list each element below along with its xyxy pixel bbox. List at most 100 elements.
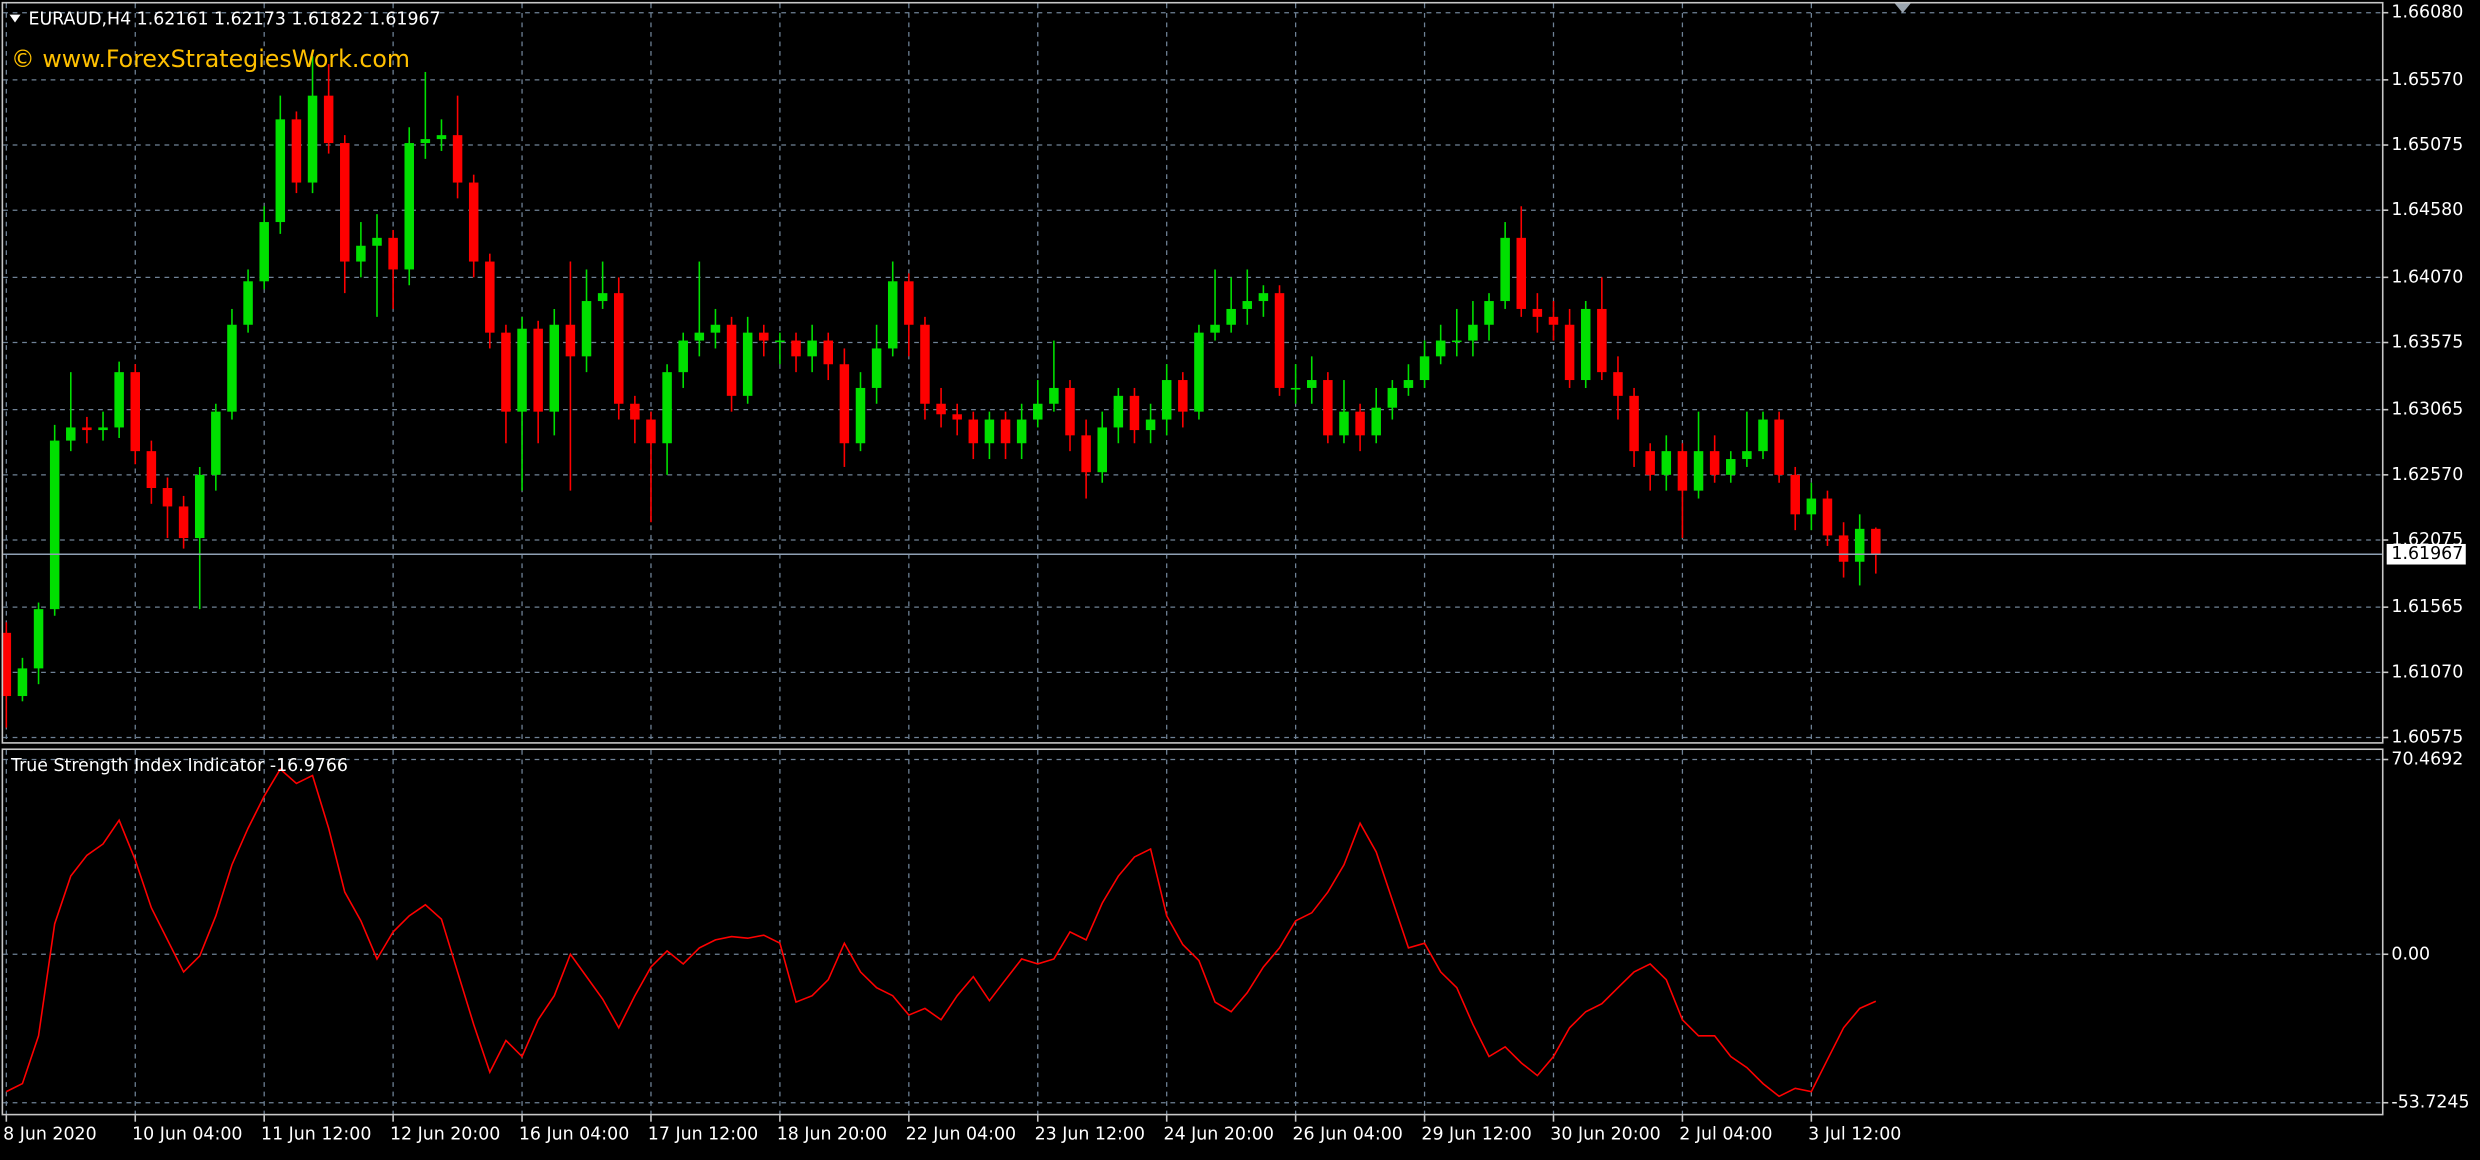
symbol-menu-arrow[interactable]	[9, 14, 21, 23]
candle-body	[807, 340, 817, 357]
y-tick-label: -53.7245	[2391, 1093, 2469, 1113]
candle-body	[420, 139, 431, 144]
y-tick-label: 1.64070	[2391, 267, 2463, 287]
candle-body	[1452, 340, 1462, 343]
candle-body	[614, 293, 624, 404]
indicator-header: True Strength Index Indicator -16.9766	[10, 756, 348, 776]
x-tick-label: 11 Jun 12:00	[261, 1124, 371, 1144]
candle-body	[823, 340, 834, 365]
candle-body	[1097, 427, 1107, 473]
candle-body	[307, 95, 318, 183]
x-tick-label: 8 Jun 2020	[3, 1124, 96, 1144]
candle-body	[742, 332, 753, 396]
candle-body	[1500, 237, 1510, 302]
candle-body	[468, 182, 479, 262]
candle-body	[710, 324, 721, 333]
candle-body	[1065, 387, 1075, 436]
candle-body	[549, 324, 560, 412]
candle-body	[356, 245, 366, 262]
x-tick-label: 22 Jun 04:00	[906, 1124, 1016, 1144]
y-tick-label: 1.62570	[2391, 465, 2463, 485]
candle-body	[1645, 451, 1655, 475]
candle-body	[1129, 395, 1140, 431]
candle-body	[1113, 395, 1124, 428]
candle-body	[1726, 459, 1736, 475]
x-tick-label: 24 Jun 20:00	[1164, 1124, 1274, 1144]
candle-body	[17, 668, 28, 697]
candle-body	[936, 403, 946, 415]
candle-body	[452, 135, 463, 183]
candle-body	[775, 340, 785, 343]
candle-body	[1693, 451, 1704, 491]
x-tick-label: 17 Jun 12:00	[648, 1124, 758, 1144]
candle-body	[1564, 324, 1575, 381]
grid-layer	[3, 3, 2382, 1116]
y-tick-label: 1.65570	[2391, 70, 2463, 90]
y-tick-label: 1.60575	[2391, 728, 2463, 748]
candle-body	[1307, 380, 1317, 388]
candle-body	[178, 506, 189, 539]
candle-body	[1677, 451, 1688, 491]
candle-body	[98, 427, 108, 431]
candle-body	[340, 143, 350, 262]
candle-body	[388, 237, 398, 270]
candle-body	[1226, 308, 1236, 325]
x-tick-label: 23 Jun 12:00	[1035, 1124, 1145, 1144]
chart-shift-marker[interactable]	[1894, 3, 1911, 13]
price-header: EURAUD,H4 1.62161 1.62173 1.61822 1.6196…	[28, 9, 440, 29]
candle-body	[130, 372, 141, 452]
candle-body	[1774, 419, 1784, 475]
candle-body	[1000, 419, 1011, 444]
candle-body	[1194, 332, 1204, 412]
candle-body	[501, 332, 511, 412]
x-tick-label: 2 Jul 04:00	[1679, 1124, 1772, 1144]
candle-body	[66, 427, 76, 441]
candle-body	[887, 281, 898, 349]
candle-body	[1, 632, 12, 697]
candle-body	[1661, 451, 1672, 475]
candle-body	[1854, 528, 1865, 562]
candle-body	[1806, 498, 1817, 515]
x-tick-label: 3 Jul 12:00	[1808, 1124, 1901, 1144]
candle-body	[162, 488, 173, 507]
x-tick-label: 30 Jun 20:00	[1550, 1124, 1660, 1144]
candle-body	[1532, 308, 1543, 317]
y-tick-label: 1.66080	[2391, 3, 2463, 23]
candle-body	[211, 411, 221, 475]
candle-body	[839, 364, 850, 444]
y-tick-label: 70.4692	[2391, 750, 2463, 770]
candle-body	[291, 119, 302, 183]
candle-body	[49, 440, 60, 610]
candle-body	[533, 328, 543, 412]
candle-body	[517, 328, 527, 412]
candle-body	[1016, 419, 1027, 444]
indicator-panel-frame	[1, 748, 2384, 1116]
candle-body	[1548, 316, 1559, 325]
y-tick-label: 1.61070	[2391, 662, 2463, 682]
candle-body	[920, 324, 930, 404]
x-tick-label: 18 Jun 20:00	[777, 1124, 887, 1144]
candle-body	[565, 324, 576, 357]
candle-body	[1403, 380, 1414, 388]
candle-body	[1049, 387, 1059, 404]
x-tick-label: 26 Jun 04:00	[1292, 1124, 1402, 1144]
y-tick-label: 0.00	[2391, 944, 2430, 964]
candle-body	[436, 135, 447, 140]
candle-body	[1435, 340, 1446, 357]
x-tick-label: 12 Jun 20:00	[390, 1124, 500, 1144]
candle-body	[146, 451, 157, 489]
price-panel-frame	[1, 1, 2384, 744]
candle-body	[1468, 324, 1478, 341]
candle-body	[485, 261, 495, 333]
candle-body	[323, 95, 334, 144]
candle-body	[630, 403, 640, 420]
candle-body	[984, 419, 995, 444]
mark-layer	[1, 56, 2382, 1098]
candle-body	[597, 293, 608, 302]
y-tick-label: 1.64580	[2391, 200, 2463, 220]
candle-body	[1371, 407, 1381, 436]
candle-body	[1081, 435, 1091, 473]
